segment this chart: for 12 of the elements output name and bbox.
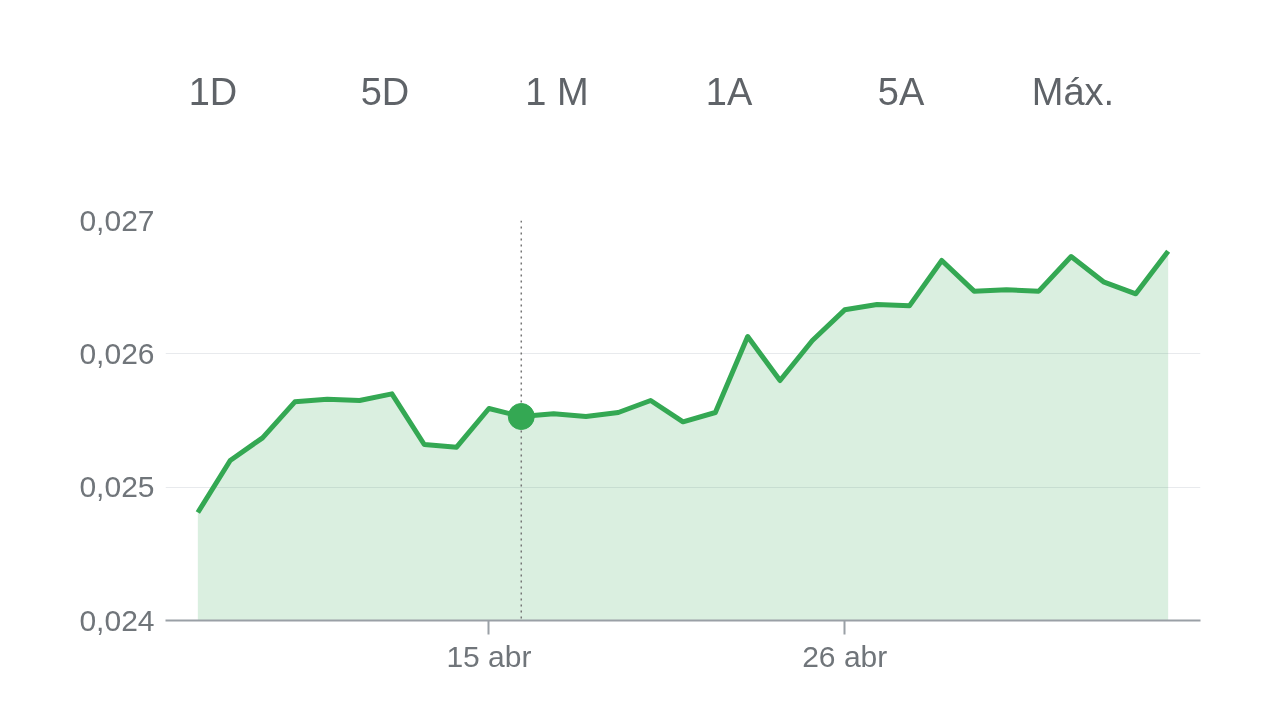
y-tick-label: 0,024 bbox=[79, 603, 155, 637]
y-tick-label: 0,027 bbox=[79, 203, 155, 237]
text: 1 M bbox=[524, 70, 590, 115]
text: 1A bbox=[704, 70, 754, 115]
y-tick-label: 0,026 bbox=[79, 336, 155, 370]
x-tick-label: 15 abr bbox=[446, 639, 532, 673]
x-tick-label: 26 abr bbox=[802, 639, 888, 673]
y-tick-label: 0,025 bbox=[79, 470, 155, 504]
text: Máx. bbox=[1030, 70, 1116, 115]
text: 1D bbox=[187, 70, 239, 115]
text: 5D bbox=[359, 70, 411, 115]
text: 5A bbox=[876, 70, 926, 115]
